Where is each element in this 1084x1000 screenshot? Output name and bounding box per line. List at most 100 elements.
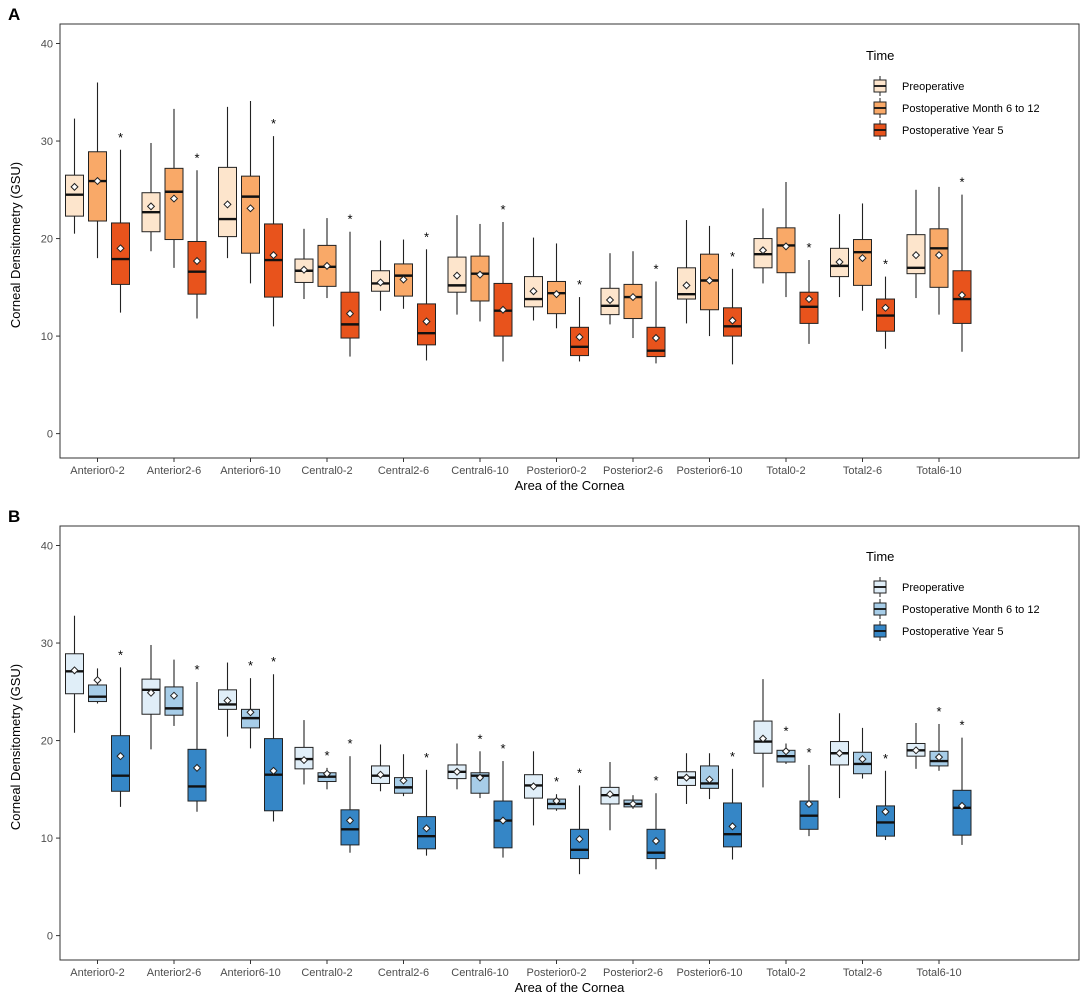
mean-marker xyxy=(728,822,737,831)
mean-marker xyxy=(345,816,355,825)
box-postoperative-month-6-to-12 xyxy=(853,203,872,311)
box-preoperative xyxy=(830,713,849,799)
mean-marker xyxy=(146,688,156,697)
significance-star: * xyxy=(324,748,329,763)
box-body xyxy=(952,789,972,836)
box-postoperative-month-6-to-12 xyxy=(470,223,490,322)
mean-marker xyxy=(705,775,714,784)
box-preoperative xyxy=(600,762,620,831)
mean-marker xyxy=(146,202,156,211)
significance-star: * xyxy=(959,175,964,190)
box-postoperative-month-6-to-12 xyxy=(394,239,413,309)
box-postoperative-month-6-to-12 xyxy=(164,108,184,268)
box-body xyxy=(111,222,130,285)
mean-marker xyxy=(957,801,967,811)
legend-label: Preoperative xyxy=(902,582,964,594)
y-tick-label: 20 xyxy=(41,234,53,246)
mean-marker xyxy=(758,734,768,743)
box-postoperative-year-5: * xyxy=(723,249,742,365)
box-postoperative-year-5: * xyxy=(952,718,972,845)
x-tick-label: Posterior6-10 xyxy=(676,967,742,979)
box-postoperative-month-6-to-12: * xyxy=(547,774,566,811)
x-axis-title: Area of the Cornea xyxy=(515,478,626,493)
mean-marker xyxy=(835,749,844,758)
box-body xyxy=(417,816,436,850)
box-preoperative xyxy=(141,644,161,750)
panel-label: B xyxy=(8,507,20,526)
box-preoperative xyxy=(677,753,696,804)
mean-marker xyxy=(934,753,944,762)
y-tick-label: 30 xyxy=(41,136,53,148)
box-body xyxy=(570,326,589,357)
y-tick-label: 10 xyxy=(41,331,53,343)
box-postoperative-year-5: * xyxy=(264,654,283,822)
box-postoperative-month-6-to-12: * xyxy=(241,658,260,749)
mean-marker xyxy=(605,790,615,799)
mean-marker xyxy=(93,675,102,685)
significance-star: * xyxy=(271,116,276,131)
mean-marker xyxy=(452,271,462,280)
mean-marker xyxy=(269,251,278,260)
y-tick-label: 40 xyxy=(41,39,53,51)
x-tick-label: Total0-2 xyxy=(766,967,805,979)
box-preoperative xyxy=(294,228,314,300)
box-preoperative xyxy=(524,237,543,321)
box-postoperative-month-6-to-12: * xyxy=(776,723,796,764)
mean-marker xyxy=(376,278,385,287)
box-preoperative xyxy=(753,679,773,788)
panel-label: A xyxy=(8,5,20,24)
significance-star: * xyxy=(118,647,123,662)
box-preoperative xyxy=(906,189,926,299)
mean-marker xyxy=(575,834,584,844)
mean-marker xyxy=(682,773,691,782)
significance-star: * xyxy=(424,750,429,765)
mean-marker xyxy=(705,276,714,285)
mean-marker xyxy=(605,295,615,305)
mean-marker xyxy=(552,290,561,299)
mean-marker xyxy=(116,244,125,253)
box-postoperative-year-5: * xyxy=(111,130,130,313)
x-tick-label: Posterior2-6 xyxy=(603,465,663,477)
box-postoperative-month-6-to-12 xyxy=(776,181,796,298)
box-postoperative-year-5: * xyxy=(646,261,666,364)
mean-marker xyxy=(223,200,232,209)
x-tick-label: Anterior6-10 xyxy=(220,465,281,477)
mean-marker xyxy=(804,294,814,304)
box-preoperative xyxy=(600,253,620,325)
y-tick-label: 10 xyxy=(41,833,53,845)
box-preoperative xyxy=(218,106,237,259)
box-postoperative-year-5: * xyxy=(493,741,513,858)
box-postoperative-month-6-to-12 xyxy=(317,218,337,299)
box-postoperative-year-5: * xyxy=(570,277,589,362)
mean-marker xyxy=(299,265,309,274)
mean-marker xyxy=(376,770,385,779)
y-tick-label: 0 xyxy=(47,931,53,943)
box-body xyxy=(340,809,360,846)
box-postoperative-month-6-to-12 xyxy=(241,101,260,284)
mean-marker xyxy=(399,776,408,785)
box-body xyxy=(470,772,490,794)
mean-marker xyxy=(498,816,508,825)
legend-key xyxy=(873,98,887,118)
box-postoperative-month-6-to-12: * xyxy=(470,731,490,799)
mean-marker xyxy=(858,253,867,263)
y-tick-label: 20 xyxy=(41,736,53,748)
box-preoperative xyxy=(65,118,84,234)
box-preoperative xyxy=(294,720,314,785)
mean-marker xyxy=(651,836,661,846)
box-postoperative-month-6-to-12: * xyxy=(317,748,337,790)
significance-star: * xyxy=(477,731,482,746)
x-tick-label: Central6-10 xyxy=(451,465,508,477)
box-preoperative xyxy=(524,751,543,826)
mean-marker xyxy=(70,666,79,675)
box-postoperative-year-5: * xyxy=(799,240,819,344)
x-tick-label: Total6-10 xyxy=(916,465,961,477)
legend: Time Preoperative Postoperative Month 6 to… xyxy=(866,549,1040,641)
box-postoperative-month-6-to-12 xyxy=(394,754,413,797)
box-body xyxy=(187,748,207,802)
mean-marker xyxy=(498,305,508,314)
x-tick-label: Central2-6 xyxy=(378,967,429,979)
box-preoperative xyxy=(371,240,390,311)
box-preoperative xyxy=(65,615,84,733)
mean-marker xyxy=(70,182,79,191)
